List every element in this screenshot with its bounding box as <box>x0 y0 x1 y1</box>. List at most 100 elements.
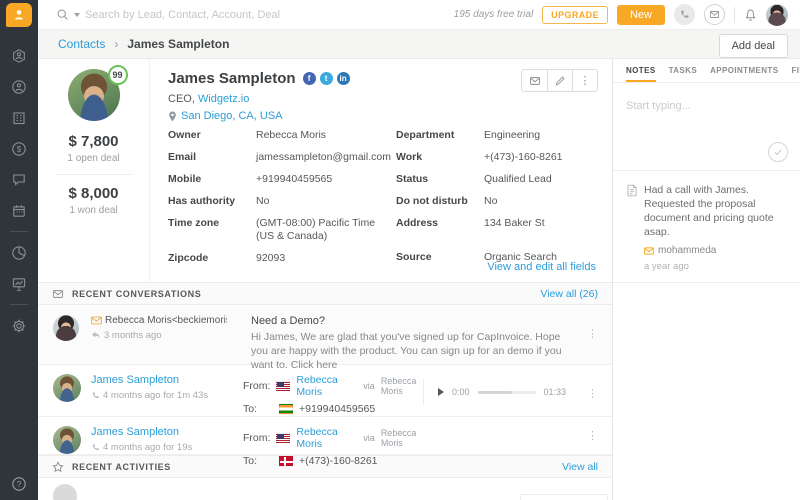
calendar-icon <box>13 204 25 217</box>
sidebar-item-reports[interactable] <box>0 237 38 268</box>
contact-location[interactable]: San Diego, CA, USA <box>181 110 283 122</box>
via-label: via <box>363 381 375 391</box>
send-email-button[interactable] <box>522 70 547 91</box>
sidebar-item-leads[interactable] <box>0 40 38 71</box>
india-flag-icon <box>279 404 293 414</box>
call-conversation-row: James Sampleton 4 months ago for 19s Fro… <box>38 417 612 467</box>
notifications-bell-icon[interactable] <box>744 8 757 22</box>
call-audio-player: 0:00 01:33 <box>423 379 566 405</box>
caller-name-link[interactable]: James Sampleton <box>91 426 180 438</box>
pencil-icon <box>555 76 565 86</box>
contact-summary-card: 99 $ 7,800 1 open deal $ 8,000 1 won dea… <box>38 59 612 282</box>
note-input[interactable]: Start typing... <box>613 83 800 171</box>
contact-fields: Owner Rebecca Moris Email jamessampleton@g… <box>168 129 612 274</box>
tab-appointments[interactable]: APPOINTMENTS <box>710 66 779 75</box>
conversations-view-all-link[interactable]: View all (26) <box>540 287 598 300</box>
activities-view-all-link[interactable]: View all <box>562 460 598 473</box>
facebook-icon[interactable]: f <box>302 72 316 85</box>
note-time: a year ago <box>644 261 689 272</box>
user-avatar[interactable] <box>766 3 788 26</box>
call-via-link[interactable]: Rebecca Moris <box>380 428 417 448</box>
accounts-icon <box>13 111 25 124</box>
call-from-link[interactable]: Rebecca Moris <box>296 426 338 450</box>
view-edit-all-fields-link[interactable]: View and edit all fields <box>487 261 596 273</box>
search-scope-caret-icon[interactable] <box>74 12 80 17</box>
envelope-icon <box>709 10 720 19</box>
to-label: To: <box>243 403 258 415</box>
field-row: Mobile +919940459565 <box>168 173 396 186</box>
call-from-link[interactable]: Rebecca Moris <box>296 374 338 398</box>
sidebar-item-deals[interactable]: $ <box>0 133 38 164</box>
tab-notes[interactable]: NOTES <box>626 66 656 82</box>
new-button[interactable]: New <box>616 4 665 25</box>
more-actions-button[interactable]: ⋮ <box>572 70 597 91</box>
note-input-placeholder: Start typing... <box>626 100 691 112</box>
contact-actions: ⋮ <box>521 69 598 92</box>
edit-button[interactable] <box>547 70 572 91</box>
company-link[interactable]: Widgetz.io <box>197 93 250 105</box>
field-row: Address 134 Baker St <box>396 217 612 230</box>
player-progress-bar[interactable] <box>477 390 536 394</box>
sidebar-item-contacts[interactable] <box>0 71 38 102</box>
sidebar-item-accounts[interactable] <box>0 102 38 133</box>
field-row: Time zone (GMT-08:00) Pacific Time (US & … <box>168 217 396 243</box>
search-input[interactable] <box>85 8 345 21</box>
caller-name-link[interactable]: James Sampleton <box>91 374 180 386</box>
notes-panel: NOTES TASKS APPOINTMENTS FILES Start typ… <box>612 59 800 500</box>
call-via-link[interactable]: Rebecca Moris <box>380 376 417 396</box>
call-more-button[interactable]: ⋮ <box>587 430 598 442</box>
upgrade-button[interactable]: UPGRADE <box>542 5 608 24</box>
tab-tasks[interactable]: TASKS <box>668 66 698 75</box>
sidebar-item-help[interactable]: ? <box>0 476 38 492</box>
player-divider <box>423 379 424 405</box>
email-value[interactable]: jamessampleton@gmail.com <box>256 151 391 163</box>
open-deal-label: 1 open deal <box>67 153 120 164</box>
phone-icon <box>680 10 689 19</box>
help-icon: ? <box>12 477 26 491</box>
sidebar-item-dashboard[interactable] <box>0 268 38 299</box>
field-row: Status Qualified Lead <box>396 173 612 186</box>
field-row: Department Engineering <box>396 129 612 142</box>
breadcrumb-separator-icon: › <box>114 37 119 51</box>
activity-avatar <box>53 484 77 500</box>
breadcrumb-current: James Sampleton <box>127 37 230 51</box>
linkedin-icon[interactable]: in <box>336 72 350 85</box>
breadcrumb-contacts-link[interactable]: Contacts <box>58 37 106 51</box>
contact-profile: James Sampleton f t in CEO, Widgetz.io S… <box>168 70 350 122</box>
email-conversation-row: Rebecca Moris<beckiemoris@gm... 3 months… <box>38 305 612 371</box>
work-phone-value: +(473)-160-8261 <box>484 151 563 163</box>
sidebar-item-conversations[interactable] <box>0 164 38 195</box>
play-button[interactable] <box>438 388 444 396</box>
email-subject[interactable]: Need a Demo? <box>251 315 325 327</box>
panel-tabs: NOTES TASKS APPOINTMENTS FILES <box>613 59 800 83</box>
caller-avatar <box>53 374 81 402</box>
owner-value: Rebecca Moris <box>256 129 327 141</box>
call-more-button[interactable]: ⋮ <box>587 388 598 400</box>
save-note-button[interactable] <box>768 142 788 162</box>
topbar: 195 days free trial UPGRADE New <box>38 0 800 30</box>
email-body-link[interactable]: Click here <box>290 359 338 371</box>
tab-files[interactable]: FILES <box>791 66 800 75</box>
deals-icon: $ <box>12 141 26 156</box>
recent-conversations-header: RECENT CONVERSATIONS View all (26) <box>38 282 612 305</box>
section-title: RECENT ACTIVITIES <box>72 461 171 472</box>
search-icon[interactable] <box>56 8 69 21</box>
app-logo[interactable] <box>0 0 38 30</box>
us-flag-icon <box>276 381 291 391</box>
dnd-value: No <box>484 195 498 207</box>
has-authority-value: No <box>256 195 270 207</box>
source-value: Organic Search <box>484 251 557 263</box>
note-author: mohammeda <box>658 245 717 256</box>
phone-disabled-button[interactable] <box>674 4 695 25</box>
sidebar-item-settings[interactable] <box>0 310 38 341</box>
email-more-button[interactable]: ⋮ <box>587 328 598 340</box>
email-button[interactable] <box>704 4 725 25</box>
us-flag-icon <box>276 433 291 443</box>
sidebar-item-calendar[interactable] <box>0 195 38 226</box>
twitter-icon[interactable]: t <box>319 72 333 85</box>
add-deal-button[interactable]: Add deal <box>718 34 788 58</box>
field-row: Do not disturb No <box>396 195 612 208</box>
breadcrumb: Contacts › James Sampleton Add deal <box>38 30 800 59</box>
settings-gear-icon <box>12 319 26 332</box>
